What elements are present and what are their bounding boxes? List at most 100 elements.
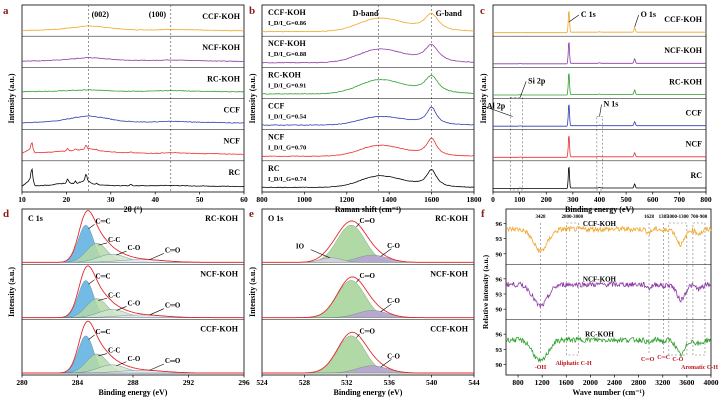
x-tick-label: 1000 — [297, 195, 312, 204]
x-tick-label: 524 — [256, 378, 268, 387]
leader-line — [356, 333, 360, 338]
x-tick-label: 100 — [514, 195, 526, 204]
ref-label: (100) — [149, 10, 167, 19]
band-box — [668, 222, 688, 356]
x-tick-label: 800 — [256, 195, 268, 204]
leader-line — [98, 353, 108, 357]
x-tick-label: 500 — [621, 195, 633, 204]
series-CCF — [262, 106, 475, 126]
series-RC-KOH — [261, 75, 475, 95]
component-label: C-O — [387, 242, 400, 250]
x-tick-label: 4000 — [704, 378, 719, 387]
peak-label: C 1s — [581, 10, 596, 19]
series-label: CCF — [224, 106, 241, 115]
envelope-fit — [262, 331, 474, 374]
x-tick-label: 1200 — [339, 195, 354, 204]
y-tick-label: 93 — [496, 236, 503, 243]
series-CCF-KOH — [505, 225, 712, 253]
ref-label: (002) — [92, 10, 110, 19]
series-label: NCF-KOH — [664, 46, 703, 55]
series-label: CCF-KOH — [200, 325, 239, 334]
y-tick-label: 93 — [496, 292, 503, 299]
x-tick-label: 540 — [426, 378, 438, 387]
x-axis-label: 2θ (°) — [124, 205, 143, 214]
panel-letter: e — [249, 208, 254, 220]
x-tick-label: 700 — [674, 195, 686, 204]
x-tick-label: 288 — [127, 378, 139, 387]
series-label: CCF — [686, 109, 703, 118]
band-label: D-band — [353, 9, 379, 18]
highlight-box — [510, 97, 523, 191]
band-box — [565, 222, 579, 356]
component-label: C═O — [165, 302, 181, 310]
x-tick-label: 2400 — [607, 378, 622, 387]
x-tick-label: 296 — [238, 378, 250, 387]
panel-letter: a — [3, 5, 9, 17]
component-label: C═O — [360, 217, 376, 225]
leader-line — [98, 297, 108, 301]
band-top-label: 1385 — [659, 215, 670, 220]
leader-line — [116, 250, 127, 256]
leader-line — [116, 361, 127, 367]
series-label: RC — [228, 168, 240, 177]
series-NCF — [21, 141, 245, 155]
x-tick-label: 1400 — [382, 195, 397, 204]
series-RC — [261, 169, 475, 189]
leader-line — [380, 303, 392, 313]
y-axis-label: Relative intensity (a.u.) — [481, 254, 490, 329]
region-label: C 1s — [28, 214, 43, 223]
leader-line — [149, 363, 165, 371]
leader-line — [599, 104, 602, 117]
component-label: C═O — [360, 328, 376, 336]
series-label: NCF — [224, 137, 241, 146]
x-tick-label: 1600 — [424, 195, 439, 204]
x-tick-label: 2800 — [631, 378, 646, 387]
series-label: NCF — [686, 140, 703, 149]
x-tick-label: 400 — [594, 195, 606, 204]
y-tick-label: 90 — [496, 362, 503, 369]
x-tick-label: 60 — [240, 195, 248, 204]
component-label: C-O — [387, 352, 400, 360]
region-label: O 1s — [268, 214, 283, 223]
band-top-label: 1628 — [644, 215, 655, 220]
x-axis-label: Binding energy (eV) — [565, 205, 634, 214]
panel-d-frame — [21, 208, 245, 376]
x-tick-label: 2000 — [583, 378, 598, 387]
component-label: C═O — [165, 246, 181, 254]
series-label: NCF-KOH — [200, 269, 239, 278]
y-axis-label: Intensity (a.u.) — [248, 73, 257, 123]
peak-label: Si 2p — [528, 76, 546, 85]
series-label: RC-KOH — [585, 331, 614, 339]
x-tick-label: 600 — [647, 195, 659, 204]
y-axis-label: Intensity (a.u.) — [248, 267, 257, 317]
component-label: C═C — [96, 328, 111, 336]
x-axis-label: Binding energy (eV) — [334, 388, 403, 397]
leader-line — [380, 248, 392, 257]
series-NCF-KOH — [505, 281, 712, 308]
panel-c: CCF-KOH NCF-KOH RC-KOH CCF NCF RC C 1s O 1s Si 2… — [479, 4, 712, 214]
series-CCF — [493, 104, 706, 127]
band-top-label: 1000-1300 — [667, 215, 689, 220]
leader-line — [149, 253, 165, 260]
peak-label: O 1s — [641, 10, 656, 19]
panel-letter: b — [249, 5, 255, 17]
leader-line — [88, 279, 95, 285]
component-label: C═O — [165, 357, 181, 365]
x-tick-label: 1800 — [467, 195, 482, 204]
y-tick-label: 90 — [496, 307, 503, 314]
series-label: NCF-KOH — [583, 275, 617, 283]
x-axis-label: Wave number (cm⁻¹) — [572, 388, 645, 397]
x-tick-label: 292 — [183, 378, 195, 387]
x-tick-label: 532 — [341, 378, 353, 387]
highlight-box — [596, 116, 603, 191]
ratio-label: I_D/I_G=0.70 — [268, 145, 306, 152]
fit-component — [262, 254, 474, 263]
component-label: C-C — [108, 347, 120, 355]
series-label: RC-KOH — [669, 77, 703, 86]
ratio-label: I_D/I_G=0.86 — [268, 20, 307, 27]
x-tick-label: 30 — [107, 195, 115, 204]
fit-component — [262, 310, 474, 318]
series-NCF — [261, 137, 474, 157]
envelope-fit — [262, 276, 474, 319]
